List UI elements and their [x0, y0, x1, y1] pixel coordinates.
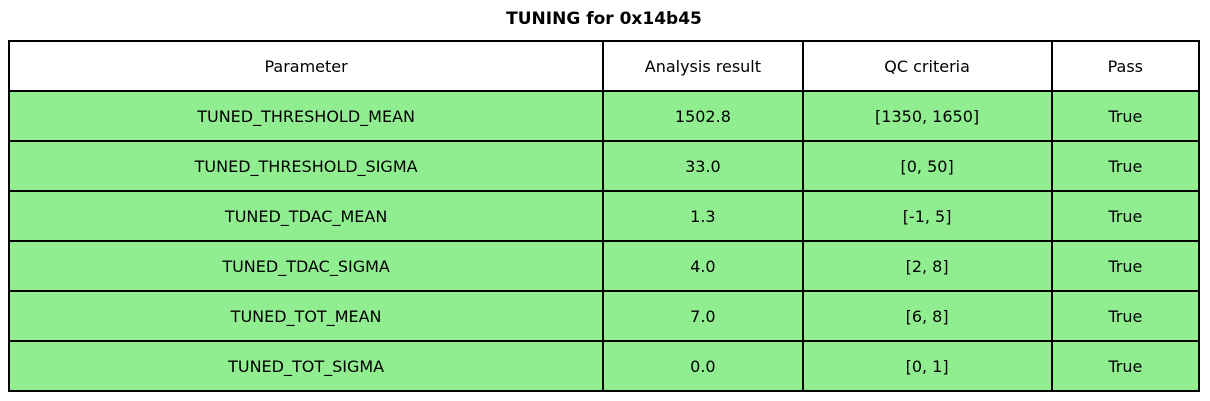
table-cell: [0, 50] [801, 140, 1053, 192]
table-cell: True [1050, 140, 1201, 192]
table-cell: [0, 1] [801, 340, 1053, 392]
table-row: TUNED_TOT_MEAN 7.0 [6, 8] True [7, 290, 1201, 342]
table-cell: TUNED_TDAC_MEAN [7, 190, 605, 242]
table-cell: 1.3 [602, 190, 804, 242]
table-cell: 7.0 [602, 290, 804, 342]
table-row: TUNED_THRESHOLD_SIGMA 33.0 [0, 50] True [7, 140, 1201, 192]
table-cell: TUNED_TOT_MEAN [7, 290, 605, 342]
qc-results-table: Parameter Analysis result QC criteria Pass … [7, 40, 1201, 392]
table-cell: True [1050, 240, 1201, 292]
table-cell: TUNED_TDAC_SIGMA [7, 240, 605, 292]
column-header: Parameter [7, 40, 605, 92]
table-row: TUNED_THRESHOLD_MEAN 1502.8 [1350, 1650] Tr… [7, 90, 1201, 142]
table-cell: 33.0 [602, 140, 804, 192]
column-header: Analysis result [602, 40, 804, 92]
table-cell: True [1050, 290, 1201, 342]
table-cell: [-1, 5] [801, 190, 1053, 242]
table-cell: 1502.8 [602, 90, 804, 142]
page-title: TUNING for 0x14b45 [506, 9, 702, 29]
header-row: Parameter Analysis result QC criteria Pass [7, 40, 1201, 92]
table-cell: [6, 8] [801, 290, 1053, 342]
table-body: TUNED_THRESHOLD_MEAN 1502.8 [1350, 1650] Tr… [7, 90, 1201, 392]
table-cell: True [1050, 190, 1201, 242]
column-header: Pass [1050, 40, 1201, 92]
column-header: QC criteria [801, 40, 1053, 92]
table-cell: [1350, 1650] [801, 90, 1053, 142]
table-header: Parameter Analysis result QC criteria Pass [7, 40, 1201, 92]
table-cell: [2, 8] [801, 240, 1053, 292]
table-cell: 0.0 [602, 340, 804, 392]
table-row: TUNED_TDAC_SIGMA 4.0 [2, 8] True [7, 240, 1201, 292]
table-cell: TUNED_TOT_SIGMA [7, 340, 605, 392]
table-cell: True [1050, 90, 1201, 142]
table-row: TUNED_TOT_SIGMA 0.0 [0, 1] True [7, 340, 1201, 392]
table-cell: TUNED_THRESHOLD_SIGMA [7, 140, 605, 192]
table-row: TUNED_TDAC_MEAN 1.3 [-1, 5] True [7, 190, 1201, 242]
table-cell: TUNED_THRESHOLD_MEAN [7, 90, 605, 142]
table-cell: True [1050, 340, 1201, 392]
table-cell: 4.0 [602, 240, 804, 292]
